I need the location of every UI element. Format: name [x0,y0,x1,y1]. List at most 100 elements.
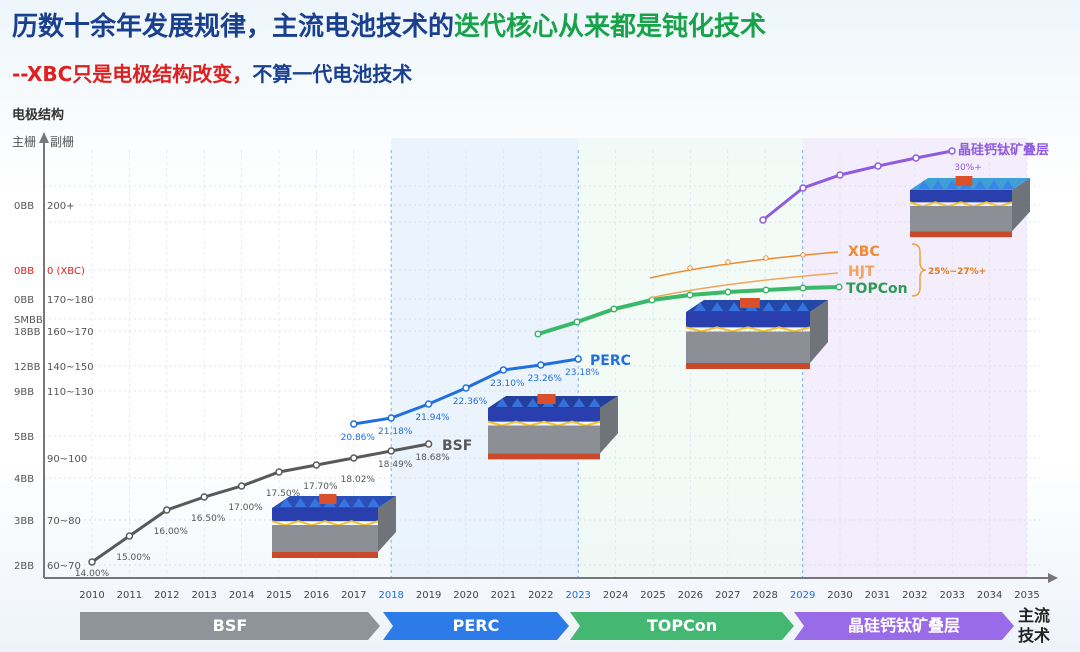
y-row-sub-label: 0 (XBC) [47,266,85,277]
bsf-data-point [350,454,358,462]
page-subtitle: --XBC只是电极结构改变，不算一代电池技术 [12,58,412,87]
y-row-main-label: 5BB [14,432,34,443]
year-tick-label: 2027 [715,590,740,601]
bsf-data-label: 18.68% [415,453,450,463]
perc-data-label: 20.86% [341,433,376,443]
bsf-series-line [91,442,429,564]
mainstream-tech-label: 主流技术 [1018,606,1051,645]
y-row-main-label: 18BB [14,327,41,338]
bsf-data-label: 14.00% [75,569,110,579]
title-part-2: 迭代核心从来都是钝化技术 [454,12,767,42]
subtitle-part-2: 不算一代电池技术 [252,62,413,86]
y-row-sub-label: 70~80 [47,516,81,527]
year-tick-label: 2030 [827,590,852,601]
xbc-series-name: XBC [848,244,880,260]
topcon-data-point [799,284,807,292]
y-row-sub-label: 90~100 [47,454,87,465]
hjt-series-name: HJT [848,264,875,280]
tandem-series-name: 晶硅钙钛矿叠层 [958,142,1049,158]
year-tick-label: 2021 [491,590,516,601]
year-tick-label: 2034 [977,590,1002,601]
year-tick-label: 2032 [902,590,927,601]
y-row-main-label: 3BB [14,516,34,527]
phase-segment-4: 晶硅钙钛矿叠层 [794,612,1014,640]
topcon-data-point [686,291,694,299]
tandem-data-point [759,216,767,224]
xbc-data-point [687,265,693,271]
topcon-data-point [762,286,770,294]
tandem-cell-illustration [909,176,1030,238]
bsf-data-point [424,440,433,448]
y-axis-arrow [39,132,49,143]
xbc-data-point [800,252,806,258]
year-tick-label: 2018 [378,590,403,601]
y-row-sub-label: 60~70 [47,561,81,572]
phase-segment-1: BSF [80,612,380,640]
hjt-xbc-efficiency-label: 25%~27%+ [928,267,986,277]
bsf-data-label: 18.02% [341,475,376,485]
year-tick-label: 2033 [939,590,964,601]
y-column-main: 主栅 [12,134,36,149]
y-row-sub-label: 160~170 [47,327,94,338]
year-tick-label: 2010 [79,590,104,601]
year-tick-label: 2035 [1014,590,1039,601]
phase-segment-3: TOPCon [570,612,794,640]
xbc-data-point [725,259,731,265]
tandem-data-point [912,154,920,162]
tandem-data-label: 30%+ [954,163,982,173]
bsf-data-label: 17.00% [228,503,263,513]
perc-data-point [424,400,433,408]
bsf-data-point [387,447,395,455]
perc-data-point [387,414,395,422]
y-row-sub-label: 110~130 [47,387,94,398]
hjt-xbc-brace [911,243,927,297]
perc-data-point [574,355,582,363]
y-column-sub: 副栅 [50,134,74,149]
bsf-data-label: 17.70% [303,482,338,492]
perc-series-name: PERC [590,353,631,369]
year-tick-label: 2012 [154,590,179,601]
bsf-series-name: BSF [442,438,472,454]
xbc-series-line [649,251,839,279]
year-tick-label: 2022 [528,590,553,601]
bsf-data-point [312,461,321,469]
topcon-data-point [610,305,618,313]
phase-segment-2: PERC [383,612,569,640]
year-tick-label: 2019 [416,590,441,601]
year-tick-label: 2025 [640,590,665,601]
bsf-data-label: 15.00% [116,553,151,563]
year-tick-label: 2031 [865,590,890,601]
year-tick-label: 2028 [752,590,777,601]
bsf-data-point [125,532,134,540]
perc-data-label: 21.94% [415,413,450,423]
bsf-cell-illustration [271,494,396,558]
y-row-main-label: 9BB [14,387,34,398]
y-row-main-label: 0BB [14,295,34,306]
bsf-data-point [200,493,208,501]
bsf-data-point [275,468,283,476]
year-tick-label: 2013 [191,590,216,601]
bsf-data-point [163,506,171,514]
tandem-data-point [874,162,882,170]
tandem-data-point [948,147,956,155]
perc-data-label: 22.36% [453,397,488,407]
y-row-main-label: 4BB [14,474,34,485]
x-axis-arrow [1048,573,1058,583]
year-tick-label: 2011 [117,590,142,601]
year-tick-label: 2017 [341,590,366,601]
y-row-sub-label: 170~180 [47,295,94,306]
tandem-data-point [799,184,807,192]
perc-data-label: 23.18% [565,368,600,378]
y-axis-title: 电极结构 [12,107,64,123]
bsf-data-point [237,482,246,490]
y-row-main-label: SMBB [14,315,43,326]
subtitle-part-1: --XBC只是电极结构改变， [12,62,253,86]
hjt-series-line [649,272,839,299]
topcon-data-point [724,288,732,296]
topcon-data-point [835,283,843,291]
perc-data-label: 23.10% [490,379,525,389]
bsf-data-label: 18.49% [378,460,413,470]
tandem-series-line [762,149,953,222]
perc-region [391,138,579,578]
